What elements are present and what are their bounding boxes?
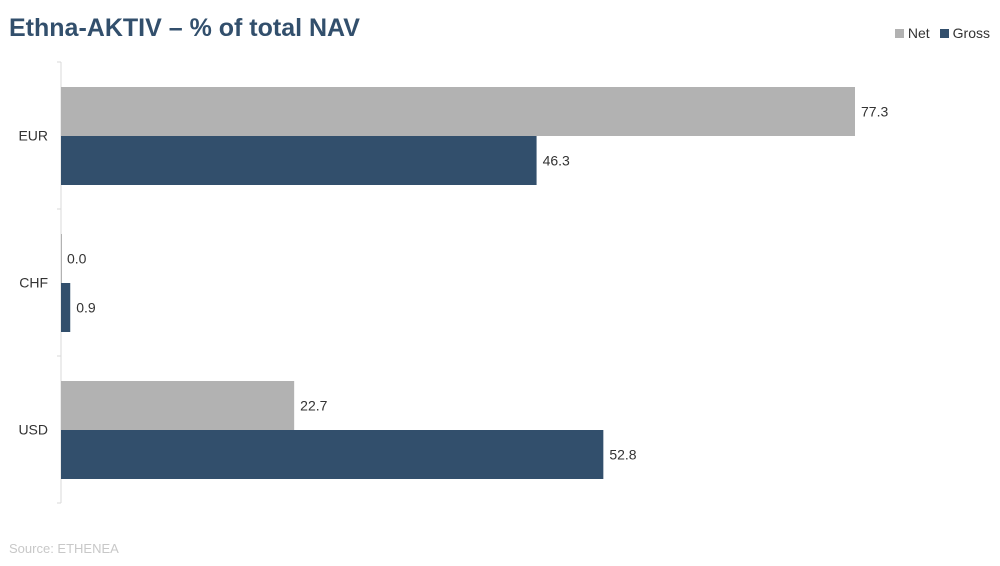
source-note: Source: ETHENEA <box>9 541 119 556</box>
category-label-chf: CHF <box>19 275 48 291</box>
legend-item-net: Net <box>894 25 930 41</box>
data-label-gross-eur: 46.3 <box>543 153 570 169</box>
legend-item-gross: Gross <box>939 25 990 41</box>
data-label-net-eur: 77.3 <box>861 104 888 120</box>
chart-title: Ethna-AKTIV – % of total NAV <box>9 14 360 42</box>
data-label-gross-usd: 52.8 <box>609 447 636 463</box>
category-label-usd: USD <box>18 422 48 438</box>
legend-label-net: Net <box>907 25 930 41</box>
bar-net-usd <box>61 381 295 430</box>
bar-gross-eur <box>61 136 537 185</box>
data-label-net-usd: 22.7 <box>300 398 327 414</box>
data-label-gross-chf: 0.9 <box>76 300 96 316</box>
data-label-net-chf: 0.0 <box>67 251 87 267</box>
bar-net-eur <box>61 87 855 136</box>
legend-swatch-gross <box>939 28 949 38</box>
bar-gross-chf <box>61 283 71 332</box>
legend-swatch-net <box>894 28 904 38</box>
bar-net-chf <box>61 234 62 283</box>
legend: Net Gross <box>885 25 990 41</box>
legend-label-gross: Gross <box>952 25 990 41</box>
category-label-eur: EUR <box>18 128 48 144</box>
bar-gross-usd <box>61 430 604 479</box>
